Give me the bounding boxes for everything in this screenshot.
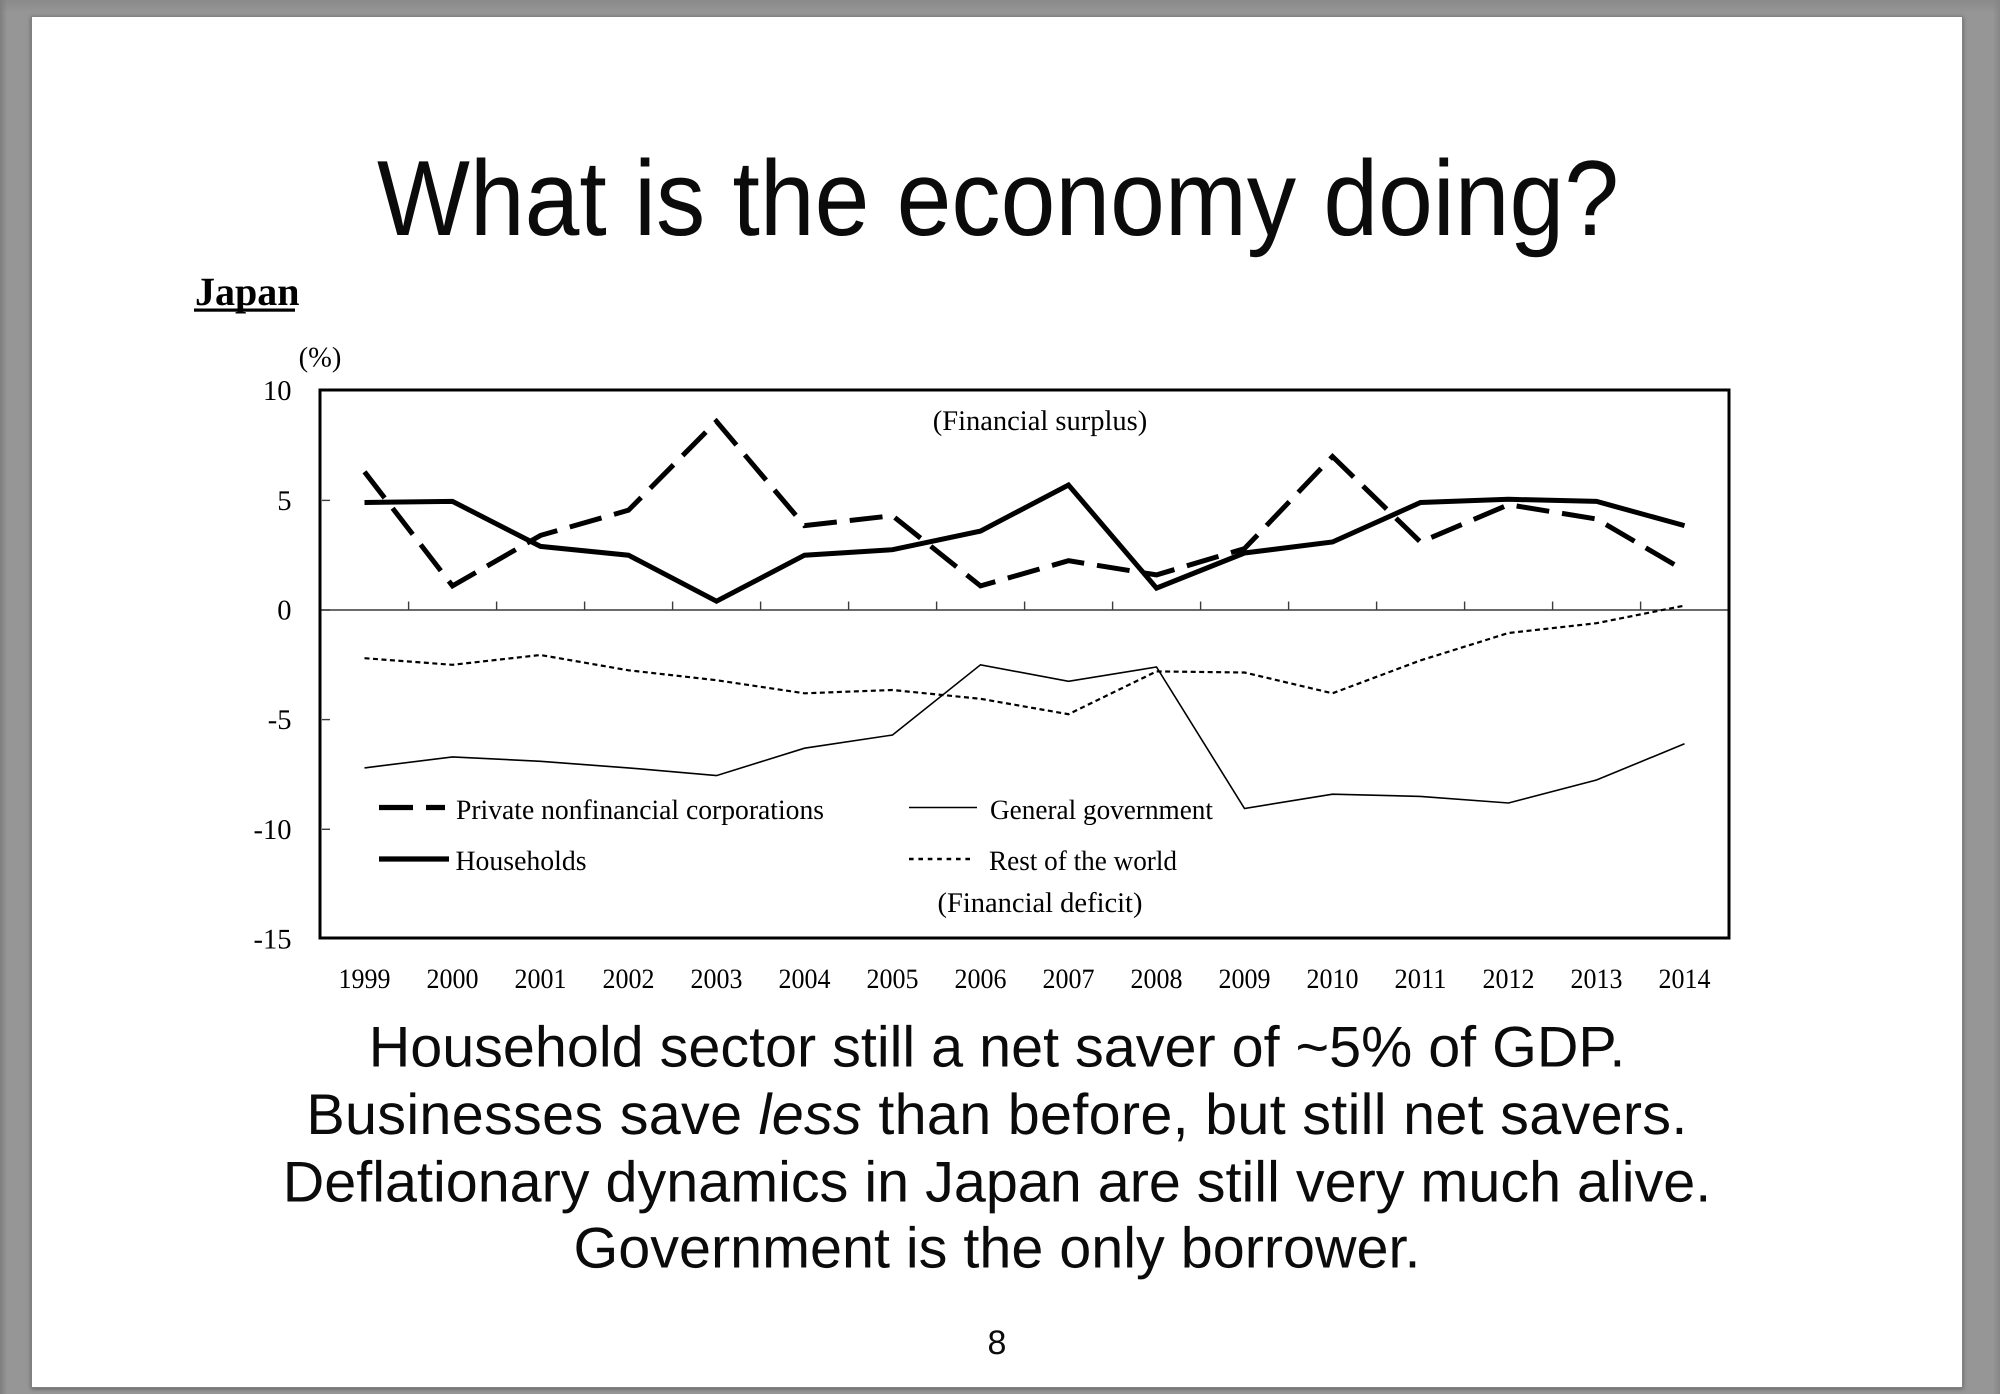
svg-text:What is the economy doing?: What is the economy doing?	[377, 138, 1619, 258]
svg-text:2001: 2001	[515, 964, 567, 995]
svg-text:-15: -15	[254, 925, 292, 956]
svg-text:2005: 2005	[867, 964, 919, 995]
svg-text:0: 0	[277, 596, 291, 627]
svg-text:2011: 2011	[1395, 964, 1447, 995]
svg-text:2004: 2004	[779, 964, 831, 995]
svg-text:2006: 2006	[955, 964, 1007, 995]
svg-text:8: 8	[988, 1324, 1007, 1362]
svg-text:2014: 2014	[1659, 964, 1711, 995]
svg-text:-5: -5	[268, 705, 292, 736]
svg-text:2008: 2008	[1131, 964, 1183, 995]
svg-text:10: 10	[263, 376, 292, 407]
svg-text:(%): (%)	[299, 343, 342, 374]
svg-text:2002: 2002	[603, 964, 655, 995]
svg-text:2012: 2012	[1483, 964, 1535, 995]
svg-text:Deflationary dynamics in Japan: Deflationary dynamics in Japan are still…	[283, 1151, 1712, 1215]
svg-text:General government: General government	[990, 795, 1213, 826]
svg-text:2007: 2007	[1043, 964, 1095, 995]
svg-text:2000: 2000	[427, 964, 479, 995]
svg-text:Households: Households	[456, 846, 587, 877]
svg-text:2003: 2003	[691, 964, 743, 995]
svg-text:-10: -10	[254, 815, 292, 846]
svg-text:(Financial surplus): (Financial surplus)	[933, 406, 1148, 437]
svg-text:Businesses save less than befo: Businesses save less than before, but st…	[306, 1083, 1687, 1147]
svg-text:2010: 2010	[1307, 964, 1359, 995]
svg-text:Household sector still a net s: Household sector still a net saver of ~5…	[369, 1016, 1626, 1080]
svg-text:Japan: Japan	[195, 269, 300, 314]
svg-text:2009: 2009	[1219, 964, 1271, 995]
svg-text:Private nonfinancial corporati: Private nonfinancial corporations	[456, 795, 824, 826]
svg-text:Rest of the world: Rest of the world	[989, 846, 1177, 877]
svg-text:Government is the only borrowe: Government is the only borrower.	[574, 1217, 1421, 1281]
svg-text:(Financial deficit): (Financial deficit)	[938, 888, 1143, 919]
svg-text:2013: 2013	[1571, 964, 1623, 995]
svg-text:1999: 1999	[339, 964, 391, 995]
svg-text:5: 5	[277, 486, 291, 517]
